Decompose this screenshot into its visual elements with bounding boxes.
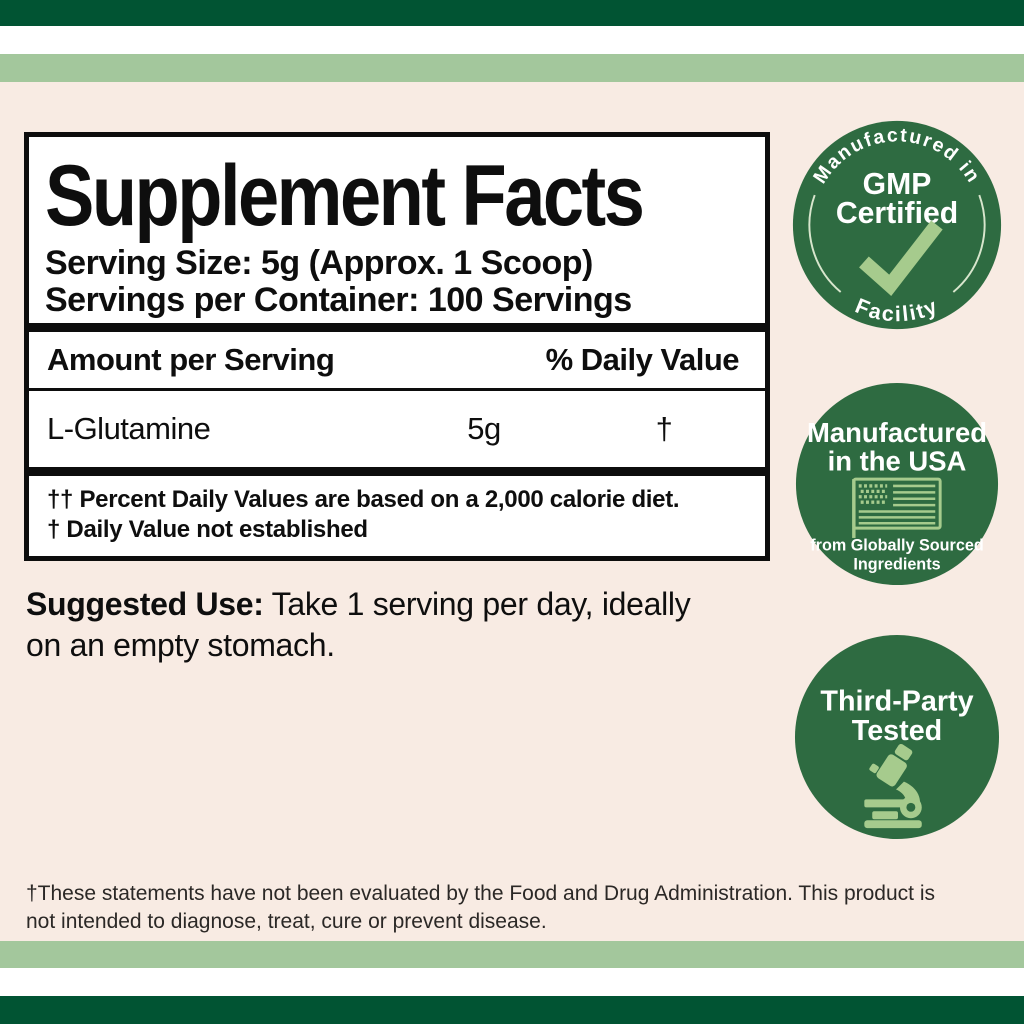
usa-badge-title: Manufactured [807,417,987,448]
tested-badge-title: Third-Party [820,685,973,717]
ingredient-amount: 5g [467,411,501,446]
tested-badge-subtitle: Tested [852,715,942,747]
badge-gmp-subtitle: Certified [836,197,958,230]
suggested-use-text: Take 1 serving per day, ideally on an em… [26,586,691,663]
badge-circle [794,634,1000,840]
suggested-use-label: Suggested Use: [26,586,264,622]
footnote-dv-not-established: † Daily Value not established [47,516,368,543]
top-stripe-dark [0,0,1024,26]
gmp-badge-graphic: Manufactured in GMP Certified Facility [792,120,1002,330]
table-row: L-Glutamine 5g † [29,388,765,467]
bottom-stripe-white [0,968,1024,996]
col-daily-value: % Daily Value [545,342,740,377]
footnote-percent-dv: †† Percent Daily Values are based on a 2… [47,486,680,513]
top-stripe-white [0,26,1024,54]
ingredient-name: L-Glutamine [47,411,211,446]
bottom-stripe-light [0,941,1024,968]
suggested-use: Suggested Use: Take 1 serving per day, i… [26,584,732,666]
usa-badge-caption-2: Ingredients [853,555,940,573]
serving-size: Serving Size: 5g (Approx. 1 Scoop) [45,244,593,282]
badge-circle [792,120,1002,330]
made-in-usa-badge: Manufactured in the USA from Globally So… [794,381,1000,587]
badge-circle [795,382,999,586]
gmp-certified-badge: Manufactured in GMP Certified Facility [790,118,1004,332]
checkmark-icon [859,220,943,296]
usa-badge-graphic: Manufactured in the USA from Globally So… [795,382,999,586]
third-party-tested-badge: Third-Party Tested [793,633,1001,841]
facts-header: Supplement Facts Serving Size: 5g (Appro… [29,137,765,323]
supplement-facts-panel: Supplement Facts Serving Size: 5g (Appro… [24,132,770,561]
ring-arc-right [952,194,986,293]
usa-badge-subtitle: in the USA [828,445,967,476]
tested-badge-graphic: Third-Party Tested [794,634,1000,840]
facts-title: Supplement Facts [45,147,645,244]
badge-gmp-title: GMP [863,168,932,201]
ring-arc-left [808,194,842,293]
col-amount-per-serving: Amount per Serving [47,342,335,377]
top-stripe-light [0,54,1024,82]
ingredient-daily-value: † [655,411,673,446]
usa-flag-icon [852,477,942,538]
facts-column-headers: Amount per Serving % Daily Value [29,323,765,388]
usa-badge-caption-1: from Globally Sourced [810,537,983,555]
facts-footnotes: †† Percent Daily Values are based on a 2… [29,467,765,556]
microscope-icon [864,743,922,829]
servings-per-container: Servings per Container: 100 Servings [45,281,632,319]
bottom-stripe-dark [0,996,1024,1024]
fda-disclaimer: †These statements have not been evaluate… [26,882,935,933]
